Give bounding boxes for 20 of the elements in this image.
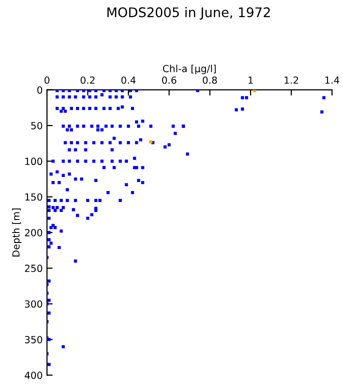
x-axis-title: Chl-a [µg/l] <box>162 64 216 74</box>
y-tick-label: 0 <box>37 86 42 94</box>
y-tick-label: 100 <box>25 158 42 166</box>
x-tick-label: 0.4 <box>121 76 136 84</box>
x-tick-label: 0.6 <box>162 76 176 84</box>
x-tick-label: 1.4 <box>325 76 340 84</box>
y-tick-label: 350 <box>25 336 42 344</box>
y-tick-label: 400 <box>24 372 42 379</box>
y-tick-label: 150 <box>25 193 42 201</box>
x-tick-label: 0.8 <box>202 76 217 84</box>
y-tick-label: 250 <box>24 264 42 272</box>
y-tick-label: 300 <box>25 300 42 308</box>
y-tick-label: 50 <box>31 122 42 130</box>
y-tick-label: 200 <box>24 228 42 236</box>
chart-title: MODS2005 in June, 1972 <box>107 7 270 20</box>
x-tick-label: 1 <box>248 76 253 84</box>
y-axis-title: Depth [m] <box>12 208 22 256</box>
x-tick-label: 0.2 <box>80 76 94 84</box>
x-tick-label: 1.2 <box>284 76 298 84</box>
x-tick-label: 0 <box>44 76 50 84</box>
